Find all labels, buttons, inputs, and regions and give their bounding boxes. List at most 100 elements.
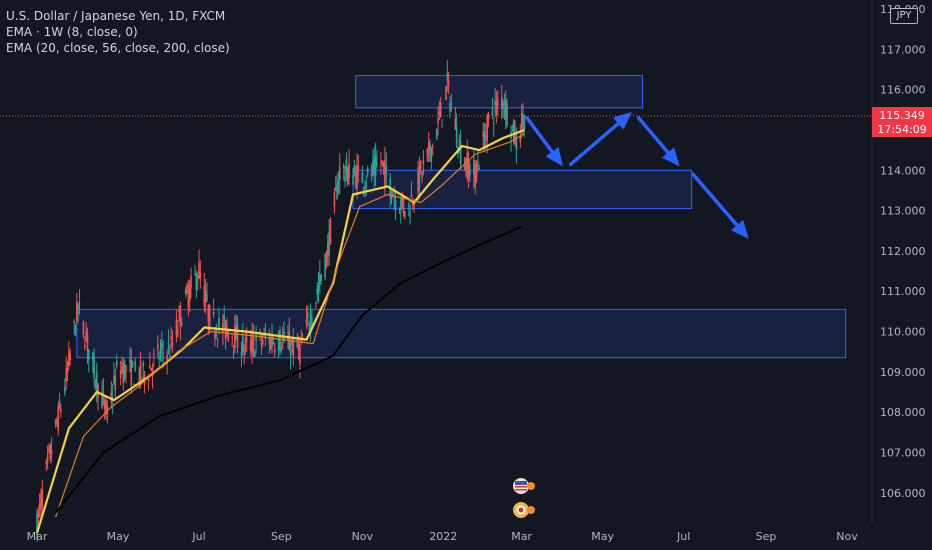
candle-body <box>235 325 237 341</box>
candle-body <box>398 212 401 214</box>
projection-arrow-shaft[interactable] <box>636 116 670 155</box>
candle-body <box>463 165 466 170</box>
projection-arrow-shaft[interactable] <box>569 121 620 166</box>
candle-body <box>474 163 476 187</box>
candle-body <box>87 349 90 360</box>
candle-body <box>523 115 526 131</box>
candle-body <box>199 271 202 280</box>
candle-body <box>316 289 318 295</box>
ema-200-line[interactable] <box>54 225 523 514</box>
candle-body <box>125 365 127 373</box>
candle-body <box>394 200 397 212</box>
candle-body <box>36 513 38 540</box>
candle-body <box>94 381 97 383</box>
ema-multi-legend[interactable]: EMA (20, close, 56, close, 200, close) <box>6 41 230 55</box>
candle-body <box>113 375 115 383</box>
price-axis: 106.000 107.000 108.000 109.000 110.000 111.0… <box>880 3 926 500</box>
candle-body <box>147 378 150 382</box>
candle-body <box>455 127 458 145</box>
candle-body <box>511 125 514 127</box>
candle-body <box>430 146 433 163</box>
symbol-title[interactable]: U.S. Dollar / Japanese Yen, 1D, FXCM <box>6 9 226 23</box>
candle-body <box>231 337 233 339</box>
candle-body <box>240 352 243 357</box>
candle-body <box>69 353 71 360</box>
candle-body <box>437 117 439 124</box>
zone-rectangle[interactable] <box>76 308 847 359</box>
candle-body <box>458 140 461 142</box>
candle-body <box>296 337 299 348</box>
candle-body <box>404 210 406 217</box>
candle-body <box>431 145 434 149</box>
us-flag-stripe <box>515 486 527 488</box>
candle-body <box>473 159 475 176</box>
candle-body <box>50 450 53 455</box>
candle-body <box>66 368 69 372</box>
candle-body <box>291 340 293 346</box>
candle-body <box>502 101 504 106</box>
candle-body <box>333 192 336 207</box>
price-tick-label: 116.000 <box>880 84 926 97</box>
candle-body <box>374 155 377 177</box>
candle-body <box>74 326 77 336</box>
candle-body <box>459 142 462 165</box>
candle-body <box>320 274 322 282</box>
candle-body <box>162 353 164 355</box>
candle-body <box>114 375 117 391</box>
candle-body <box>253 351 256 357</box>
candle-body <box>208 304 211 331</box>
candle-body <box>328 232 330 255</box>
candle-body <box>273 349 276 353</box>
candle-body <box>234 325 236 349</box>
candle-body <box>41 489 44 508</box>
candle-body <box>469 164 471 175</box>
currency-badge[interactable]: JPY <box>890 8 918 24</box>
candle-body <box>57 406 60 431</box>
projection-arrow-shaft[interactable] <box>691 172 739 227</box>
projection-arrow-head[interactable] <box>661 147 680 167</box>
candle-body <box>308 327 311 330</box>
candle-body <box>376 162 378 166</box>
candle-body <box>280 347 283 351</box>
candle-body <box>299 346 301 365</box>
candle-body <box>418 166 421 189</box>
price-tick-label: 114.000 <box>880 164 926 177</box>
candle-body <box>106 405 109 415</box>
candle-body <box>242 334 244 352</box>
candle-body <box>419 161 422 169</box>
projection-arrow-head[interactable] <box>545 147 563 167</box>
zone-rectangle[interactable] <box>355 75 644 109</box>
candle-body <box>324 254 326 278</box>
bar-countdown: 17:54:09 <box>877 122 927 136</box>
us-flag-canton <box>515 481 527 485</box>
candle-body <box>338 166 341 180</box>
candle-body <box>365 185 368 187</box>
projection-arrow-head[interactable] <box>730 219 749 239</box>
candle-body <box>277 335 280 352</box>
candle-body <box>207 305 210 322</box>
candle-body <box>279 329 281 351</box>
event-icons[interactable] <box>513 478 535 518</box>
zone-rectangle[interactable] <box>352 169 693 210</box>
candle-body <box>441 119 443 121</box>
candle-body <box>58 400 61 408</box>
candle-body <box>95 372 98 393</box>
candle-body <box>76 301 78 324</box>
candle-body <box>309 314 312 329</box>
ema-weekly-line[interactable] <box>35 128 525 534</box>
candle-body <box>522 115 524 125</box>
candle-body <box>346 168 349 184</box>
candle-body <box>317 284 320 290</box>
candle-body <box>305 319 308 326</box>
candle-body <box>122 362 125 383</box>
ema-20-line[interactable] <box>55 133 525 518</box>
candle-body <box>110 391 113 403</box>
projection-arrow-shaft[interactable] <box>525 116 554 154</box>
ema-weekly-legend[interactable]: EMA · 1W (8, close, 0) <box>6 25 138 39</box>
candle-body <box>520 113 523 129</box>
candle-body <box>319 273 321 285</box>
candle-body <box>421 172 423 178</box>
candle-body <box>260 342 263 345</box>
candle-body <box>411 203 414 206</box>
